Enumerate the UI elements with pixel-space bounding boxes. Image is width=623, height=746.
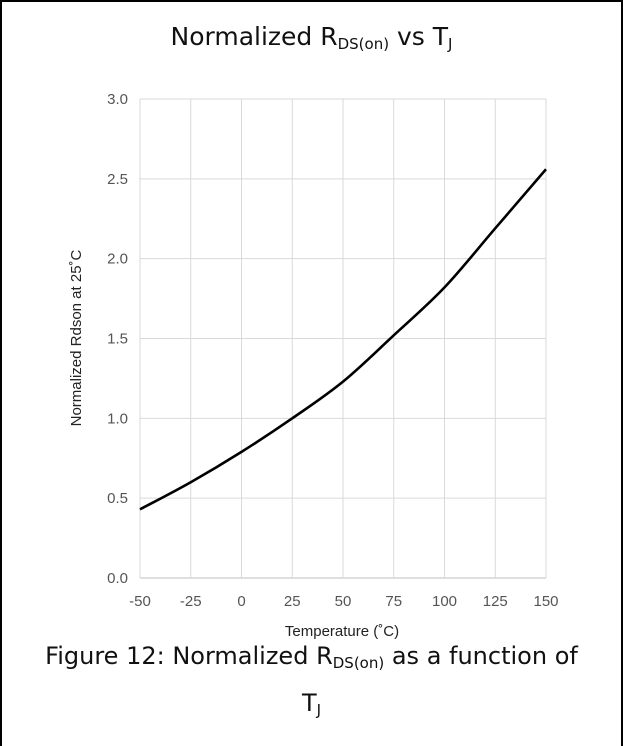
y-tick-label: 0.5	[107, 490, 128, 507]
caption-line2: T	[302, 689, 317, 717]
y-tick-label: 2.5	[107, 171, 128, 188]
x-tick-label: 150	[533, 593, 558, 610]
x-tick-label: 25	[284, 593, 301, 610]
y-tick-labels: 0.0 0.5 1.0 1.5 2.0 2.5 3.0	[107, 91, 128, 587]
figure-caption: Figure 12: Normalized RDS(on) as a funct…	[0, 636, 623, 730]
x-tick-label: 100	[432, 593, 457, 610]
x-tick-label: 75	[385, 593, 402, 610]
line-chart: 0.0 0.5 1.0 1.5 2.0 2.5 3.0 -50 -25 0 25 50 75 100 12…	[0, 0, 623, 640]
x-tick-labels: -50 -25 0 25 50 75 100 125 150	[129, 593, 558, 610]
y-axis-label: Normalized Rdson at 25˚C	[68, 249, 85, 426]
caption-line-1: Figure 12: Normalized RDS(on) as a funct…	[0, 636, 623, 683]
x-tick-label: -25	[180, 593, 202, 610]
y-tick-label: 0.0	[107, 570, 128, 587]
caption-line-2: TJ	[0, 683, 623, 730]
x-tick-label: 125	[483, 593, 508, 610]
x-tick-label: 0	[237, 593, 245, 610]
y-tick-label: 2.0	[107, 251, 128, 268]
y-tick-label: 1.5	[107, 331, 128, 348]
caption-line2-sub: J	[317, 701, 321, 719]
grid-lines	[140, 99, 546, 578]
y-tick-label: 3.0	[107, 91, 128, 108]
x-tick-label: 50	[335, 593, 352, 610]
caption-sub: DS(on)	[333, 654, 384, 672]
caption-part2: as a function of	[384, 642, 578, 670]
x-tick-label: -50	[129, 593, 151, 610]
caption-part1: Figure 12: Normalized R	[45, 642, 333, 670]
y-tick-label: 1.0	[107, 410, 128, 427]
